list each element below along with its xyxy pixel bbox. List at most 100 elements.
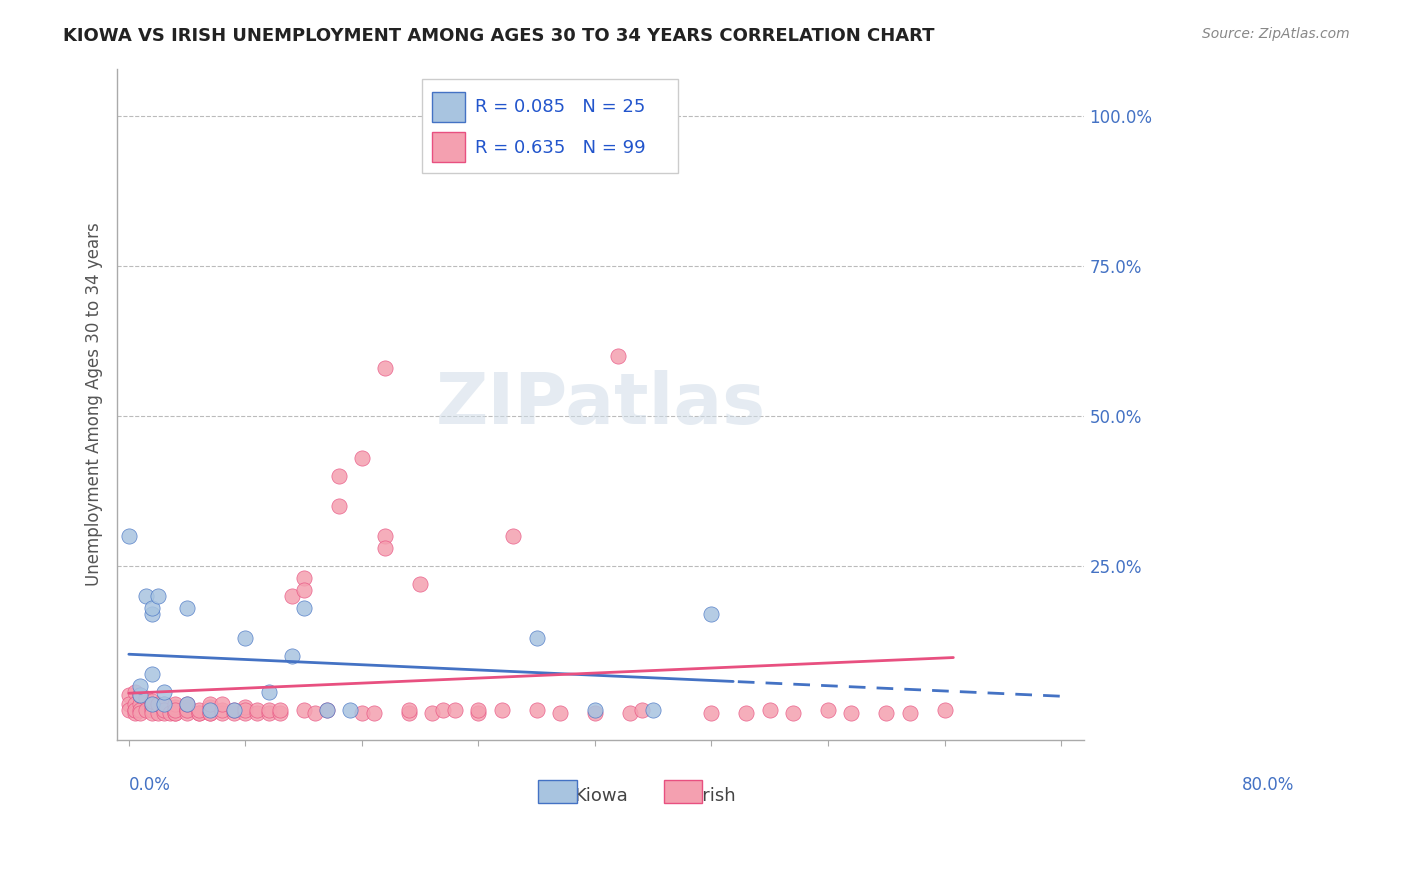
Point [374, 361, 396, 376]
Point [176, 703, 198, 717]
Point [758, 703, 780, 717]
Text: Kiowa: Kiowa [574, 787, 627, 805]
Point [165, 706, 187, 720]
Point [176, 600, 198, 615]
Point [146, 706, 169, 720]
Point [153, 706, 176, 720]
Point [153, 703, 176, 717]
Point [141, 706, 163, 720]
Point [420, 706, 443, 720]
Point [129, 688, 152, 702]
Point [526, 631, 548, 645]
Point [292, 703, 315, 717]
Point [124, 697, 146, 711]
Point [141, 607, 163, 621]
Point [159, 706, 181, 720]
Point [153, 697, 176, 711]
Point [630, 703, 652, 717]
Point [176, 697, 198, 711]
Point [583, 703, 606, 717]
Point [328, 469, 350, 483]
Point [176, 697, 198, 711]
Point [211, 703, 233, 717]
Point [643, 703, 665, 717]
Point [141, 697, 163, 711]
Text: Irish: Irish [697, 787, 737, 805]
Point [146, 697, 169, 711]
Point [129, 706, 152, 720]
Point [374, 541, 396, 555]
Point [350, 706, 373, 720]
Point [934, 703, 956, 717]
Point [839, 706, 862, 720]
Point [281, 589, 304, 603]
Point [339, 703, 361, 717]
Point [124, 706, 146, 720]
Point [607, 349, 630, 363]
Point [467, 703, 489, 717]
Bar [432, 132, 465, 162]
Point [222, 703, 245, 717]
Text: R = 0.085   N = 25: R = 0.085 N = 25 [475, 98, 645, 117]
Point [124, 684, 146, 698]
Point [328, 499, 350, 513]
Point [246, 706, 269, 720]
Text: Source: ZipAtlas.com: Source: ZipAtlas.com [1202, 27, 1350, 41]
Point [153, 703, 176, 717]
Point [124, 703, 146, 717]
Point [257, 703, 280, 717]
Point [782, 706, 804, 720]
Y-axis label: Unemployment Among Ages 30 to 34 years: Unemployment Among Ages 30 to 34 years [86, 222, 103, 586]
Point [141, 693, 163, 707]
Point [898, 706, 921, 720]
Point [129, 703, 152, 717]
Point [165, 697, 187, 711]
Point [141, 600, 163, 615]
Point [316, 703, 339, 717]
Point [141, 666, 163, 681]
Point [409, 576, 432, 591]
Point [135, 690, 157, 705]
Point [491, 703, 513, 717]
Point [135, 589, 157, 603]
Point [292, 582, 315, 597]
Point [235, 699, 257, 714]
Point [200, 706, 222, 720]
Point [222, 703, 245, 717]
Point [135, 703, 157, 717]
Point [176, 703, 198, 717]
Point [176, 703, 198, 717]
Point [292, 571, 315, 585]
Point [269, 703, 291, 717]
Point [200, 706, 222, 720]
Point [246, 703, 269, 717]
Point [817, 703, 839, 717]
Point [281, 648, 304, 663]
Point [316, 703, 339, 717]
Text: ZIPatlas: ZIPatlas [436, 369, 766, 439]
Point [153, 697, 176, 711]
Bar [422, 78, 678, 172]
Point [350, 450, 373, 465]
Text: 80.0%: 80.0% [1241, 776, 1294, 795]
Point [129, 697, 152, 711]
Point [187, 706, 209, 720]
Point [187, 706, 209, 720]
Point [398, 706, 420, 720]
Point [269, 706, 291, 720]
Point [146, 589, 169, 603]
Point [118, 688, 141, 702]
Point [398, 703, 420, 717]
Point [118, 697, 141, 711]
Point [735, 706, 758, 720]
Point [200, 703, 222, 717]
Bar [432, 92, 465, 122]
Text: 0.0%: 0.0% [129, 776, 170, 795]
Point [292, 600, 315, 615]
Point [548, 706, 571, 720]
Point [235, 631, 257, 645]
Point [141, 697, 163, 711]
Point [211, 697, 233, 711]
Point [141, 703, 163, 717]
Point [165, 699, 187, 714]
